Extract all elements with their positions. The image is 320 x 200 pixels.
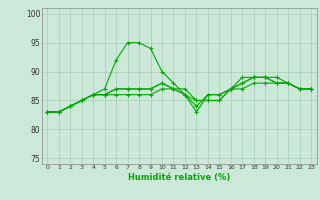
X-axis label: Humidité relative (%): Humidité relative (%) (128, 173, 230, 182)
